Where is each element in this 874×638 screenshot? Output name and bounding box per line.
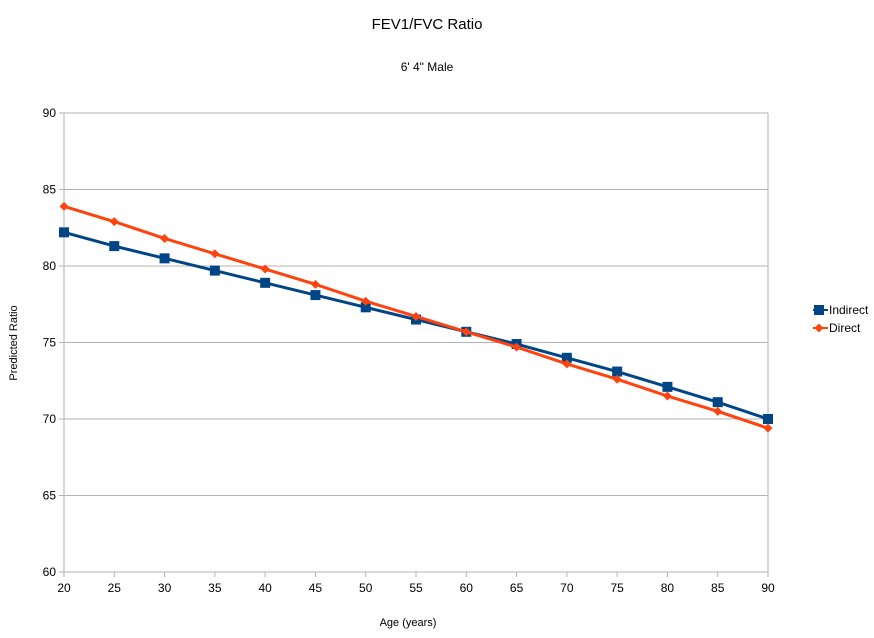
gridlines xyxy=(64,112,768,573)
legend-marker-direct xyxy=(814,323,824,333)
point-indirect-90 xyxy=(763,414,773,424)
point-direct-60 xyxy=(461,327,471,337)
y-tick-label-90: 90 xyxy=(43,106,57,120)
series-line-indirect xyxy=(63,230,769,421)
legend-marker-indirect xyxy=(814,305,824,315)
x-tick-label-40: 40 xyxy=(258,581,272,595)
point-indirect-30 xyxy=(159,253,170,264)
point-indirect-85 xyxy=(712,397,723,408)
point-indirect-40 xyxy=(260,277,271,288)
point-direct-65 xyxy=(512,342,522,352)
x-tick-label-85: 85 xyxy=(711,581,725,595)
legend-item-indirect: Indirect xyxy=(813,303,869,317)
y-axis-label: Predicted Ratio xyxy=(8,305,20,380)
chart-title: FEV1/FVC Ratio xyxy=(372,16,483,33)
legend-item-direct: Direct xyxy=(813,321,861,335)
point-direct-40 xyxy=(260,264,270,274)
x-tick-label-70: 70 xyxy=(560,581,574,595)
point-indirect-20 xyxy=(59,227,69,238)
y-tick-label-75: 75 xyxy=(43,336,57,350)
legend: Indirect Direct xyxy=(813,303,869,335)
point-indirect-45 xyxy=(310,290,321,301)
x-tick-label-55: 55 xyxy=(409,581,423,595)
x-tick-label-80: 80 xyxy=(661,581,675,595)
x-tick-label-65: 65 xyxy=(510,581,524,595)
point-indirect-75 xyxy=(612,366,623,377)
point-direct-45 xyxy=(310,279,320,289)
x-tick-label-30: 30 xyxy=(158,581,172,595)
point-direct-70 xyxy=(562,359,572,369)
legend-label-indirect: Indirect xyxy=(829,303,869,317)
series-layer xyxy=(59,201,773,433)
axes xyxy=(59,112,769,577)
tick-labels: 60 65 70 75 80 85 90 20 25 30 35 40 45 50 55 60 65 70 75 80… xyxy=(43,106,775,595)
y-tick-label-60: 60 xyxy=(43,565,57,579)
point-direct-25 xyxy=(109,217,119,227)
x-axis-label: Age (years) xyxy=(380,617,437,629)
x-tick-label-20: 20 xyxy=(57,581,71,595)
legend-label-direct: Direct xyxy=(829,321,861,335)
x-tick-label-35: 35 xyxy=(208,581,222,595)
point-indirect-80 xyxy=(662,381,673,392)
point-indirect-25 xyxy=(109,241,120,252)
y-tick-label-85: 85 xyxy=(43,183,57,197)
point-direct-55 xyxy=(411,311,421,321)
point-direct-85 xyxy=(713,406,723,416)
y-tick-label-80: 80 xyxy=(43,259,57,273)
point-direct-30 xyxy=(160,233,170,243)
x-tick-label-50: 50 xyxy=(359,581,373,595)
point-direct-35 xyxy=(210,249,220,259)
point-direct-50 xyxy=(361,296,371,306)
point-direct-75 xyxy=(612,374,622,384)
point-indirect-50 xyxy=(360,302,371,313)
x-tick-label-25: 25 xyxy=(108,581,122,595)
point-direct-90 xyxy=(763,423,773,433)
point-indirect-70 xyxy=(561,352,572,363)
y-tick-label-70: 70 xyxy=(43,412,57,426)
chart-subtitle: 6' 4" Male xyxy=(401,60,454,74)
y-tick-label-65: 65 xyxy=(43,489,57,503)
point-direct-20 xyxy=(59,201,69,211)
x-tick-label-45: 45 xyxy=(309,581,323,595)
point-indirect-35 xyxy=(209,265,220,276)
point-direct-80 xyxy=(662,391,672,401)
x-tick-label-60: 60 xyxy=(460,581,474,595)
x-tick-label-90: 90 xyxy=(761,581,775,595)
series-direct xyxy=(59,201,773,433)
x-tick-label-75: 75 xyxy=(610,581,624,595)
